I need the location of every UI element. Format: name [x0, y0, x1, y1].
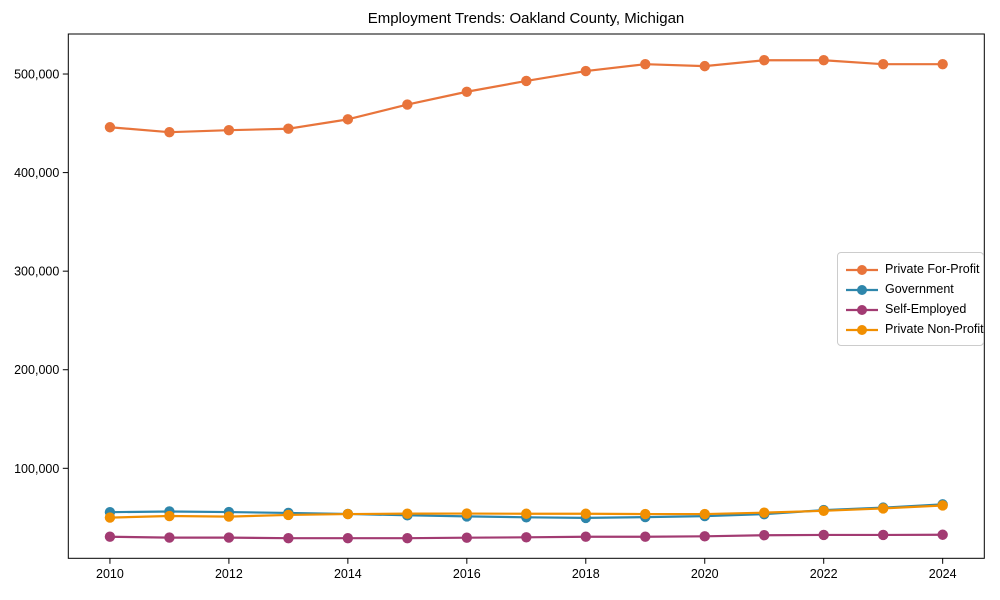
legend-marker-icon — [846, 284, 878, 295]
chart-title: Employment Trends: Oakland County, Michi… — [368, 10, 685, 27]
plot-spines — [67, 33, 985, 559]
data-point-private-non-profit — [937, 500, 948, 511]
y-tick-label: 300,000 — [14, 265, 59, 279]
series-private-non-profit — [104, 500, 948, 523]
data-point-self-employed — [342, 532, 354, 544]
legend-item-private-non-profit: Private Non-Profit — [846, 320, 984, 339]
data-point-private-non-profit — [877, 503, 889, 514]
data-point-private-for-profit — [699, 60, 710, 72]
data-point-private-non-profit — [402, 508, 413, 519]
data-point-private-for-profit — [104, 122, 116, 133]
data-point-self-employed — [283, 532, 294, 544]
data-point-private-non-profit — [818, 505, 829, 516]
data-point-private-for-profit — [640, 58, 651, 70]
data-point-self-employed — [937, 529, 948, 540]
x-tick-label: 2018 — [572, 567, 600, 581]
legend-item-self-employed: Self-Employed — [846, 300, 975, 319]
x-tick-label: 2020 — [691, 567, 719, 581]
legend-marker-icon — [846, 264, 878, 275]
axes: 2010 2012 2014 2016 2018 2020 2022 2024 100,000 2… — [14, 33, 985, 581]
x-tick-label: 2014 — [334, 567, 362, 581]
legend-label: Private Non-Profit — [885, 322, 984, 336]
series-line-private-for-profit — [109, 59, 943, 134]
x-tick-label: 2012 — [215, 567, 243, 581]
y-tick-label: 400,000 — [14, 166, 59, 180]
legend-label: Private For-Profit — [885, 262, 980, 276]
series-self-employed — [104, 529, 948, 544]
data-point-self-employed — [402, 532, 413, 544]
data-point-private-for-profit — [521, 75, 532, 87]
legend-label: Self-Employed — [885, 302, 967, 316]
data-point-private-for-profit — [580, 65, 591, 77]
data-point-self-employed — [104, 531, 116, 542]
legend-item-government: Government — [846, 280, 975, 299]
data-point-private-non-profit — [104, 512, 116, 523]
data-point-private-for-profit — [461, 86, 473, 97]
data-point-self-employed — [521, 532, 532, 543]
y-tick-label: 100,000 — [14, 462, 59, 476]
data-point-self-employed — [640, 531, 651, 542]
data-point-private-for-profit — [877, 58, 889, 70]
legend-label: Government — [885, 282, 954, 296]
data-point-self-employed — [877, 529, 889, 541]
data-point-private-non-profit — [164, 510, 175, 522]
data-point-self-employed — [759, 530, 770, 541]
y-tick-label: 500,000 — [14, 68, 59, 82]
x-tick-label: 2016 — [453, 567, 481, 581]
data-point-private-for-profit — [342, 114, 354, 125]
data-point-private-non-profit — [521, 508, 532, 519]
data-point-private-non-profit — [342, 508, 354, 520]
data-point-self-employed — [699, 531, 710, 542]
data-point-private-for-profit — [818, 55, 829, 66]
data-point-private-non-profit — [759, 507, 770, 518]
legend-item-private-for-profit: Private For-Profit — [846, 260, 979, 279]
data-point-self-employed — [223, 532, 235, 543]
data-point-private-for-profit — [759, 55, 770, 66]
legend-marker-icon — [846, 304, 878, 315]
data-point-private-for-profit — [402, 99, 413, 110]
x-tick-label: 2024 — [929, 567, 957, 581]
data-point-private-for-profit — [283, 123, 294, 134]
data-point-private-for-profit — [164, 126, 175, 138]
x-tick-label: 2010 — [96, 567, 124, 581]
legend: Private For-Profit Government Self-Employe… — [837, 252, 984, 346]
data-point-self-employed — [580, 531, 591, 542]
data-point-private-non-profit — [283, 509, 294, 521]
data-point-private-non-profit — [580, 508, 591, 519]
data-point-self-employed — [461, 532, 473, 543]
series-layer — [104, 55, 948, 544]
data-point-private-non-profit — [640, 508, 651, 520]
series-private-for-profit — [104, 55, 948, 138]
data-point-self-employed — [818, 529, 829, 541]
data-point-private-non-profit — [461, 508, 473, 519]
data-point-self-employed — [164, 532, 175, 543]
data-point-private-non-profit — [699, 508, 710, 520]
data-point-private-non-profit — [223, 511, 235, 522]
data-point-private-for-profit — [223, 125, 235, 136]
x-tick-label: 2022 — [810, 567, 838, 581]
legend-marker-icon — [846, 324, 878, 335]
data-point-private-for-profit — [937, 58, 948, 70]
y-tick-label: 200,000 — [14, 363, 59, 377]
